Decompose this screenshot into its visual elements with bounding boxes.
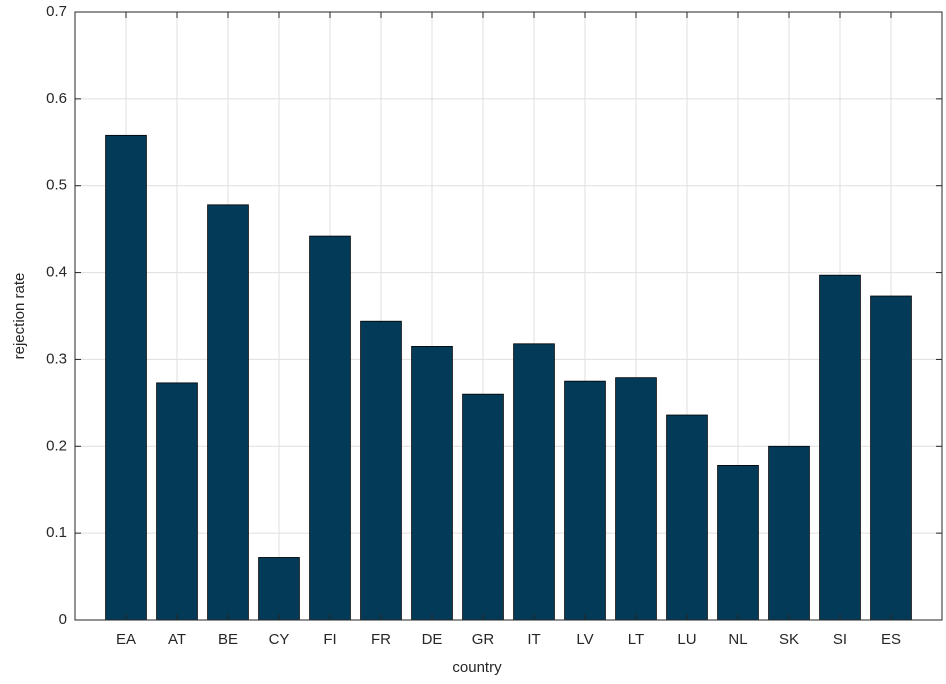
- x-tick-label: IT: [527, 631, 540, 648]
- bar: [309, 235, 351, 621]
- y-tick-label: 0.3: [46, 350, 67, 367]
- bar: [717, 464, 759, 621]
- x-tick-label: NL: [728, 631, 747, 648]
- x-tick-label: DE: [422, 631, 443, 648]
- bar: [870, 295, 912, 621]
- x-tick-label: AT: [168, 631, 186, 648]
- y-tick-label: 0.4: [46, 264, 67, 281]
- y-tick-label: 0.7: [46, 3, 67, 20]
- bar: [615, 377, 657, 621]
- bar: [513, 343, 555, 621]
- x-axis-label: country: [452, 659, 502, 676]
- bar: [360, 320, 402, 621]
- bar: [207, 204, 249, 621]
- x-tick-label: LT: [628, 631, 644, 648]
- x-tick-label: LU: [677, 631, 696, 648]
- x-tick-label: LV: [576, 631, 593, 648]
- bar: [666, 414, 708, 621]
- bar: [258, 557, 300, 621]
- bar: [156, 382, 198, 621]
- bar: [819, 274, 861, 621]
- x-tick-label: BE: [218, 631, 238, 648]
- y-tick-label: 0.5: [46, 177, 67, 194]
- x-tick-label: GR: [472, 631, 495, 648]
- y-tick-label: 0: [59, 611, 67, 628]
- x-tick-label: FI: [323, 631, 336, 648]
- x-tick-label: SK: [779, 631, 799, 648]
- y-tick-label: 0.1: [46, 524, 67, 541]
- y-tick-label: 0.2: [46, 437, 67, 454]
- plot-frame: [74, 11, 943, 621]
- x-tick-label: SI: [833, 631, 847, 648]
- x-tick-label: FR: [371, 631, 391, 648]
- y-axis-label: rejection rate: [11, 273, 28, 360]
- y-tick-label: 0.6: [46, 90, 67, 107]
- x-tick-label: CY: [269, 631, 290, 648]
- bar: [768, 445, 810, 621]
- bar: [564, 380, 606, 621]
- x-tick-label: EA: [116, 631, 136, 648]
- bar: [462, 393, 504, 621]
- bar: [105, 134, 147, 621]
- bar: [411, 345, 453, 621]
- x-tick-label: ES: [881, 631, 901, 648]
